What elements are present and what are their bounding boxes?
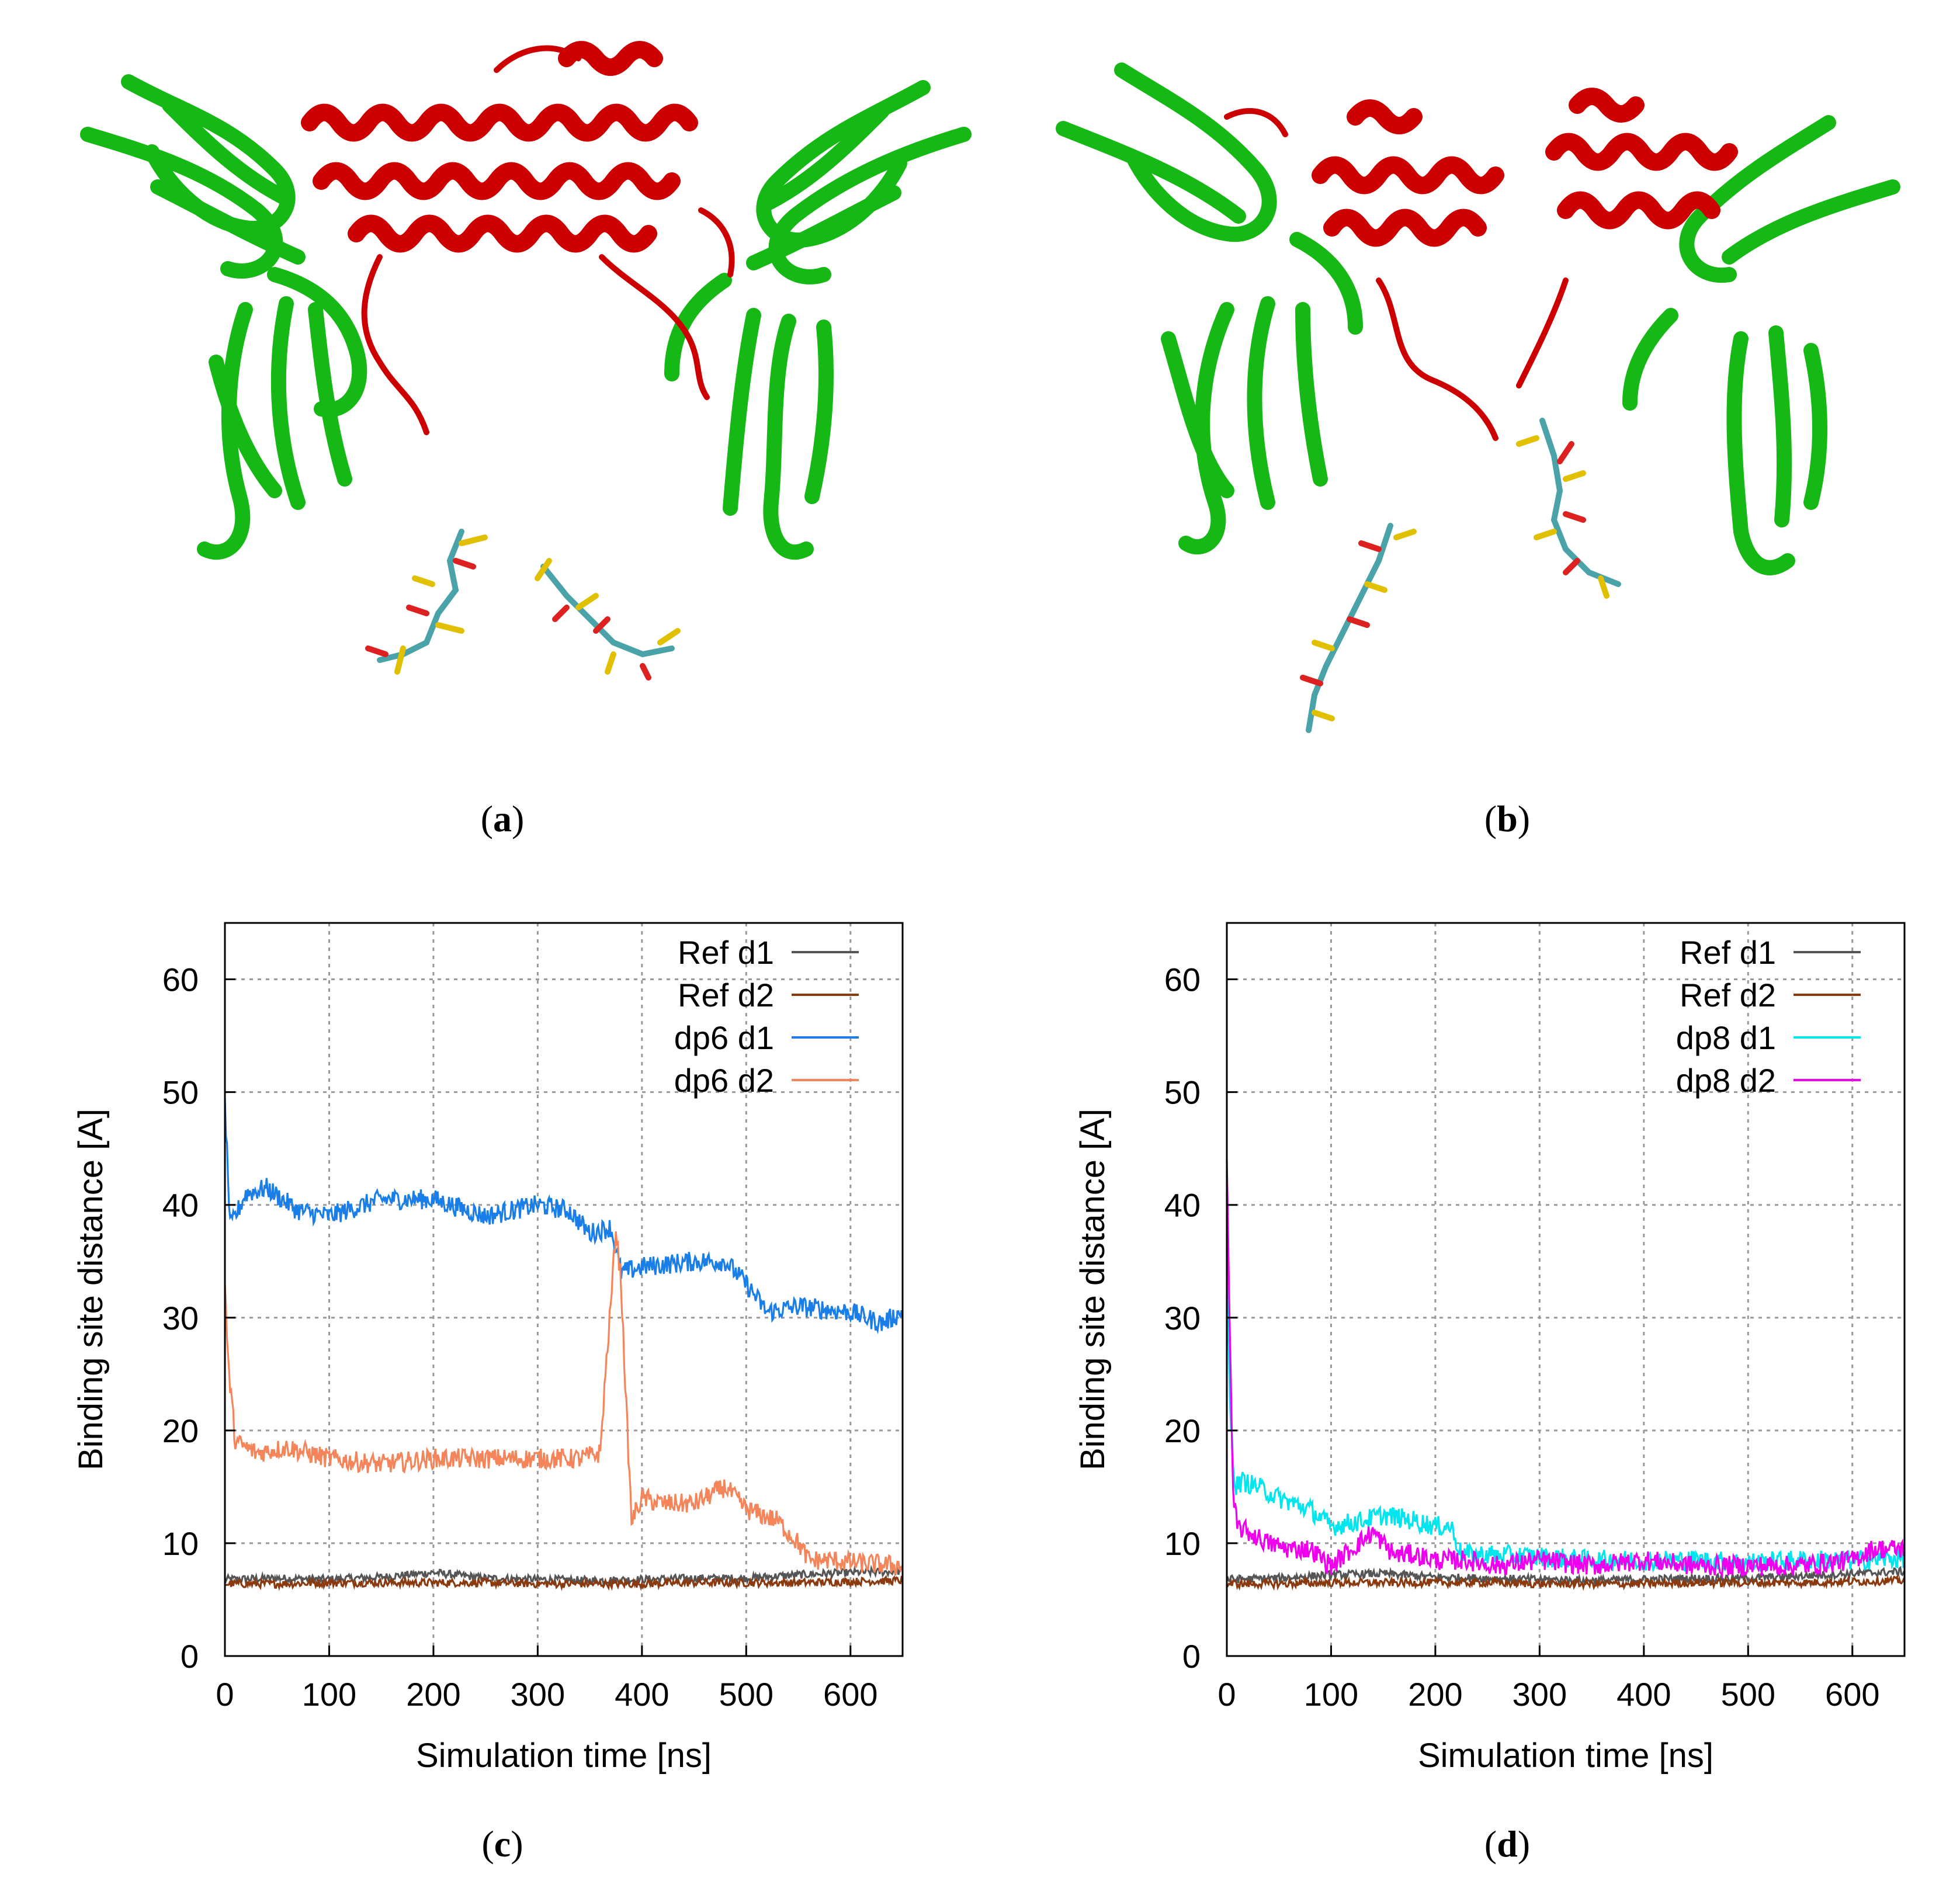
x-tick-label: 500 — [1721, 1676, 1775, 1713]
x-tick-label: 0 — [216, 1676, 234, 1713]
x-tick-label: 300 — [1513, 1676, 1567, 1713]
legend-label: dp8 d1 — [1676, 1019, 1776, 1056]
caption-b: (b) — [1484, 798, 1531, 839]
beta-sheet-domain-left — [1056, 63, 1363, 555]
y-tick-label: 30 — [162, 1300, 199, 1336]
y-tick-label: 40 — [162, 1187, 199, 1224]
legend-label: Ref d1 — [1680, 934, 1776, 971]
caption-a: (a) — [480, 798, 525, 839]
x-tick-label: 600 — [823, 1676, 877, 1713]
chart-c: 0 100 200 300 400 500 600 0 10 20 30 40 50 60 Simulati… — [72, 922, 904, 1775]
beta-sheet-domain-left — [80, 74, 367, 560]
x-tick-label: 300 — [511, 1676, 565, 1713]
loop-segments — [1224, 108, 1569, 441]
y-axis-label: Binding site distance [A] — [1074, 1109, 1112, 1470]
beta-sheet-domain-right — [1622, 115, 1900, 575]
y-tick-label: 20 — [1164, 1412, 1201, 1449]
helix-core — [1312, 88, 1738, 247]
loop-segments — [361, 45, 735, 435]
x-tick-label: 200 — [406, 1676, 460, 1713]
series-line-dp6-d2 — [224, 1231, 904, 1577]
x-tick-label: 400 — [1616, 1676, 1671, 1713]
series-line-ref-d2 — [224, 1575, 903, 1591]
ligand-free — [1300, 523, 1417, 733]
legend-label: dp6 d1 — [674, 1019, 774, 1056]
series-line-dp8-d2 — [1226, 1160, 1905, 1579]
y-tick-label: 50 — [1164, 1074, 1201, 1111]
series-line-dp6-d1 — [224, 1099, 904, 1335]
y-tick-label: 40 — [1164, 1187, 1201, 1224]
legend-label: Ref d2 — [678, 977, 774, 1013]
y-tick-label: 10 — [1164, 1525, 1201, 1562]
ligand-left — [365, 529, 488, 675]
series-line-dp8-d1 — [1226, 1251, 1906, 1573]
y-tick-label: 60 — [162, 961, 199, 998]
x-axis-label: Simulation time [ns] — [1418, 1737, 1713, 1775]
x-axis-label: Simulation time [ns] — [416, 1737, 712, 1775]
beta-sheet-domain-right — [664, 80, 972, 560]
ligand-bound — [1516, 418, 1621, 599]
structure-image-b — [1056, 63, 1900, 733]
legend-label: dp6 d2 — [674, 1062, 774, 1099]
chart-d: 0 100 200 300 400 500 600 0 10 20 30 40 50 60 Simulati… — [1074, 922, 1906, 1775]
y-tick-label: 10 — [162, 1525, 199, 1562]
y-tick-label: 30 — [1164, 1300, 1201, 1336]
x-tick-label: 500 — [719, 1676, 773, 1713]
plot-frame — [224, 922, 904, 1657]
ligand-right — [535, 558, 681, 681]
helix-core — [301, 41, 698, 253]
caption-d: (d) — [1484, 1823, 1531, 1865]
x-tick-label: 100 — [302, 1676, 356, 1713]
series-line-ref-d2 — [1226, 1574, 1906, 1591]
structure-image-a — [80, 41, 972, 681]
legend-label: Ref d2 — [1680, 977, 1776, 1013]
x-tick-label: 400 — [615, 1676, 669, 1713]
x-tick-label: 600 — [1825, 1676, 1879, 1713]
y-axis-label: Binding site distance [A] — [72, 1109, 110, 1470]
caption-c: (c) — [481, 1823, 523, 1865]
y-tick-label: 0 — [181, 1638, 199, 1675]
series-line-ref-d1 — [1226, 1565, 1906, 1588]
x-tick-label: 0 — [1217, 1676, 1236, 1713]
series-line-ref-d1 — [224, 1564, 903, 1587]
x-tick-label: 200 — [1408, 1676, 1462, 1713]
y-tick-label: 60 — [1164, 961, 1201, 998]
y-tick-label: 50 — [162, 1074, 199, 1111]
legend-label: dp8 d2 — [1676, 1062, 1776, 1099]
y-tick-label: 0 — [1182, 1638, 1201, 1675]
y-tick-label: 20 — [162, 1412, 199, 1449]
plot-frame — [1226, 922, 1906, 1657]
legend-label: Ref d1 — [678, 934, 774, 971]
x-tick-label: 100 — [1304, 1676, 1358, 1713]
